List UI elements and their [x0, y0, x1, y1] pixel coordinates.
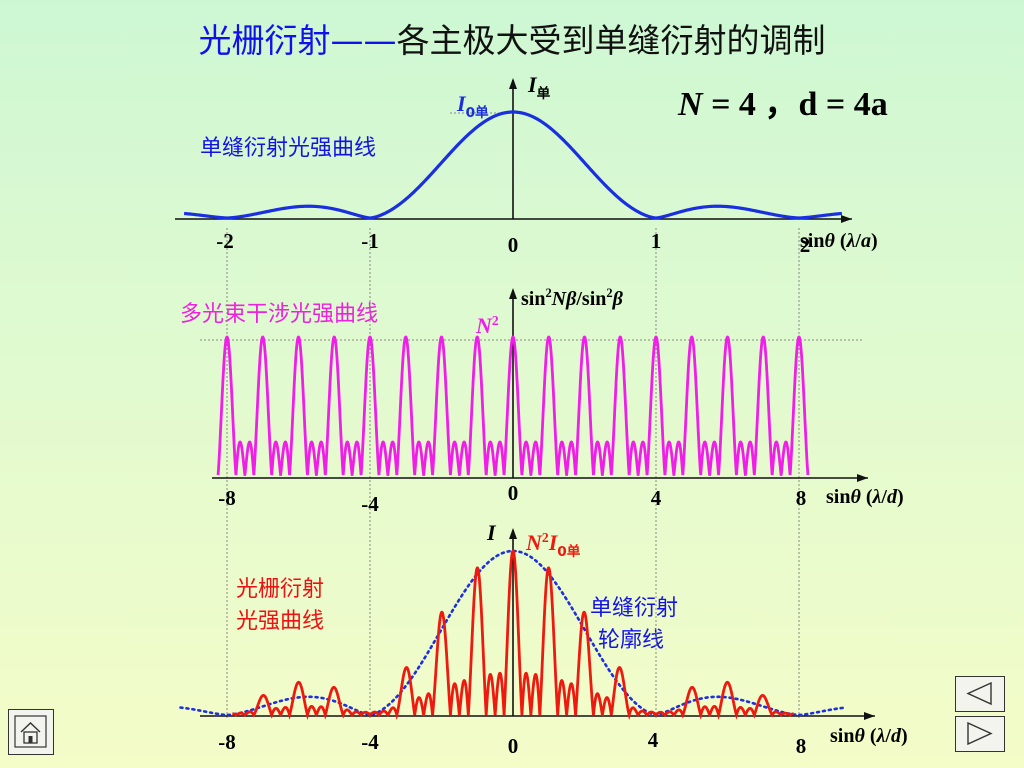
- single-slit-tick-label: -1: [361, 229, 379, 253]
- triangle-left-icon: [966, 681, 992, 706]
- y-axis-arrow: [509, 288, 517, 299]
- x-axis-arrow: [857, 474, 868, 482]
- single-slit-curve-label: 单缝衍射光强曲线: [200, 136, 377, 161]
- single-slit-tick-label: 0: [508, 233, 519, 257]
- triangle-right-icon: [967, 721, 993, 746]
- interference-tick-label: 4: [651, 486, 662, 510]
- y-axis-arrow: [509, 528, 517, 539]
- grating-tick-label: -4: [361, 730, 379, 754]
- grating-parameters: N = 4 ，d = 4a: [678, 76, 888, 125]
- single-slit-peak-label: I0单: [456, 91, 489, 121]
- interference-peak-label: N2: [475, 313, 499, 338]
- grating-curve-label-line1: 光栅衍射: [236, 577, 325, 602]
- title-rest: 各主极大受到单缝衍射的调制: [396, 21, 826, 60]
- envelope-label-line2: 轮廓线: [598, 628, 665, 653]
- interference-tick-label: 8: [796, 486, 807, 510]
- prev-slide-button[interactable]: [955, 676, 1005, 712]
- grating-tick-label: -8: [218, 730, 236, 754]
- param-n-symbol: N: [678, 86, 703, 123]
- grating-y-label: I: [486, 520, 497, 545]
- interference-x-label: sinθ (λ/d): [826, 486, 904, 508]
- interference-curve: [216, 335, 810, 476]
- slide-title: 光栅衍射——各主极大受到单缝衍射的调制: [0, 20, 1024, 62]
- param-d-relation: d = 4a: [798, 86, 888, 123]
- x-axis-arrow: [841, 215, 852, 223]
- grating-tick-label: 8: [796, 734, 807, 758]
- single-slit-x-label: sinθ (λ/a): [800, 230, 878, 252]
- home-icon: [14, 715, 47, 748]
- grating-tick-label: 4: [648, 728, 659, 752]
- next-slide-button[interactable]: [955, 716, 1005, 752]
- grating-x-label: sinθ (λ/d): [830, 725, 908, 747]
- home-button[interactable]: [8, 709, 54, 755]
- param-n-value: = 4 ，: [702, 86, 799, 123]
- single-slit-tick-label: -2: [216, 229, 234, 253]
- single-slit-y-label: I单: [527, 72, 551, 102]
- grating-peak-label: N2I0单: [525, 530, 581, 560]
- x-axis-arrow: [864, 712, 875, 720]
- single-slit-tick-label: 1: [651, 229, 662, 253]
- interference-tick-label: 0: [508, 481, 519, 505]
- y-axis-arrow: [509, 78, 517, 89]
- grating-curve-label-line2: 光强曲线: [236, 609, 325, 634]
- title-dash: ——: [330, 21, 397, 60]
- grating-curve: [232, 549, 794, 721]
- single-slit-curve: [183, 110, 843, 220]
- multi-beam-curve-label: 多光束干涉光强曲线: [180, 302, 379, 327]
- interference-tick-label: -4: [361, 492, 379, 516]
- interference-tick-label: -8: [218, 486, 236, 510]
- title-main: 光栅衍射: [198, 21, 331, 60]
- envelope-label-line1: 单缝衍射: [590, 596, 679, 621]
- grating-tick-label: 0: [508, 734, 519, 758]
- interference-y-label: sin2Nβ/sin2β: [521, 286, 624, 310]
- single-slit-tick-label: 2: [800, 233, 811, 257]
